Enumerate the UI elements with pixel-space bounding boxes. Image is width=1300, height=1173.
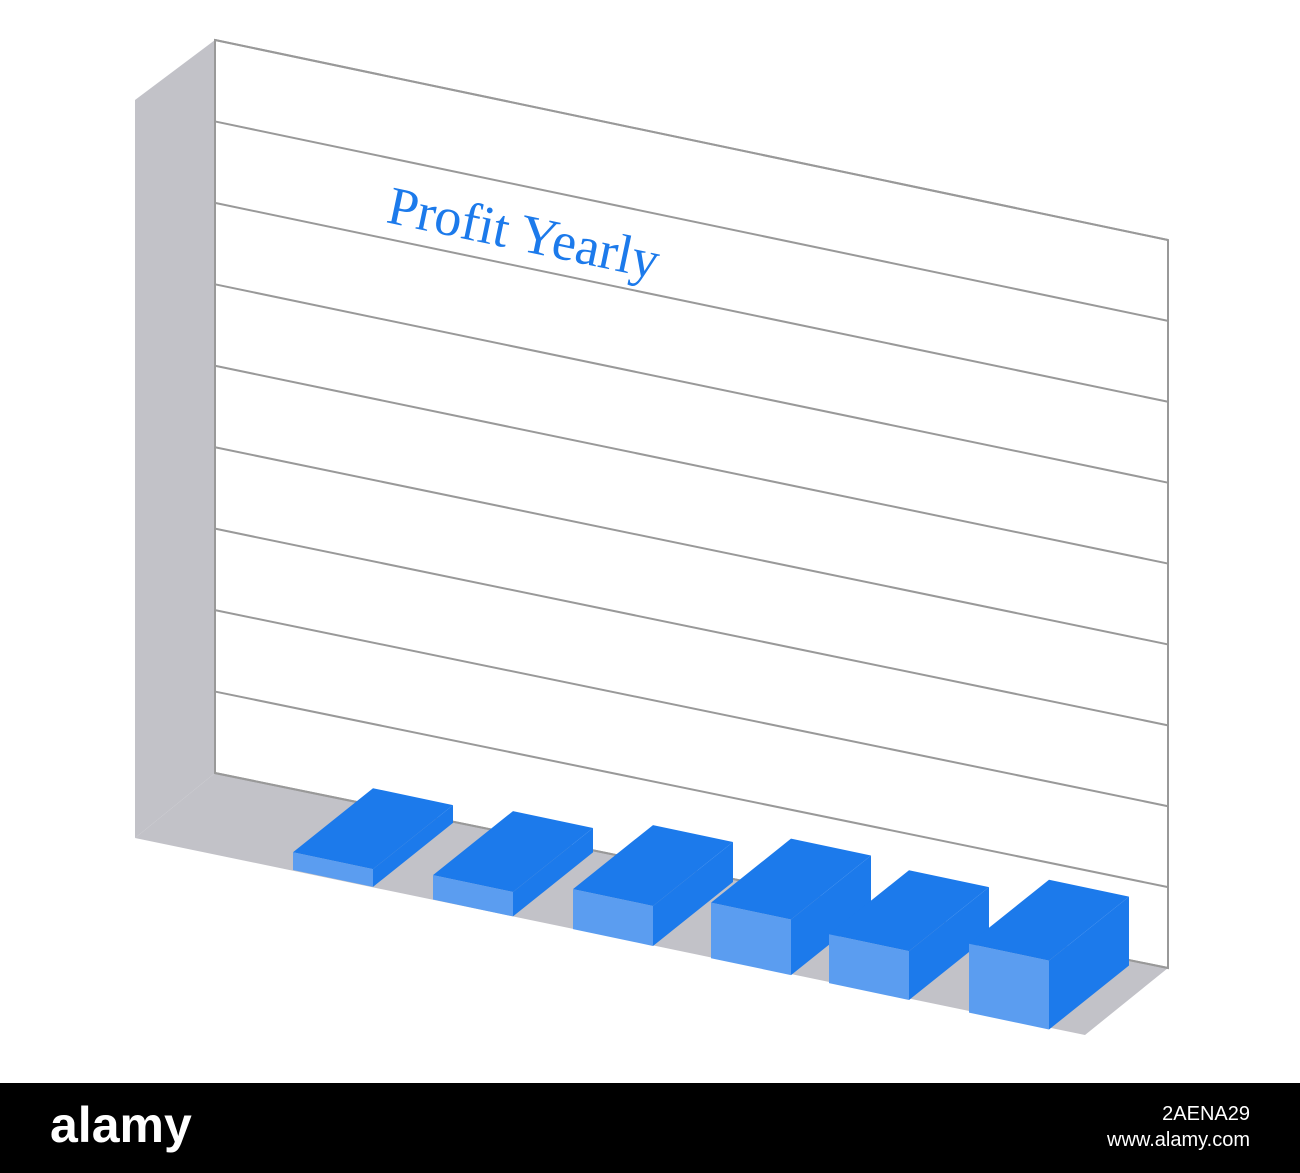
bar-front xyxy=(829,934,909,1000)
bar-front xyxy=(293,852,373,887)
bar-side xyxy=(909,887,989,1000)
grid-line xyxy=(214,609,1169,808)
bar-top xyxy=(969,879,1129,961)
bar-front xyxy=(433,875,513,917)
bar-top xyxy=(711,838,871,920)
grid-line xyxy=(214,201,1169,403)
bar-top xyxy=(293,788,453,870)
bar xyxy=(573,825,733,946)
bar-side xyxy=(373,805,453,887)
bar-front xyxy=(711,902,791,976)
bar-top xyxy=(433,811,593,892)
bar xyxy=(293,788,453,887)
grid-line xyxy=(214,283,1169,484)
bar-side xyxy=(1049,896,1129,1030)
bar xyxy=(711,838,871,976)
watermark-id: 2AENA29 xyxy=(1162,1103,1250,1125)
bar-side xyxy=(791,855,871,976)
grid-line xyxy=(214,39,1169,241)
bars xyxy=(293,788,1129,1030)
watermark-bar xyxy=(0,1083,1300,1173)
bar-top xyxy=(829,870,989,952)
side-wall xyxy=(135,40,215,838)
bar-side xyxy=(513,827,593,917)
watermark-brand: alamy xyxy=(50,1097,192,1153)
bar xyxy=(433,811,593,917)
grid-line xyxy=(214,527,1169,727)
bar xyxy=(969,879,1129,1030)
bar-top xyxy=(573,825,733,906)
grid-line xyxy=(214,690,1169,889)
bar-front xyxy=(969,943,1049,1030)
watermark-url: www.alamy.com xyxy=(1106,1129,1250,1151)
grid-line xyxy=(214,120,1169,322)
grid-line xyxy=(214,364,1169,565)
grid-line xyxy=(214,446,1169,646)
bar-side xyxy=(653,841,733,946)
bar xyxy=(829,870,989,1000)
bar-front xyxy=(573,889,653,946)
